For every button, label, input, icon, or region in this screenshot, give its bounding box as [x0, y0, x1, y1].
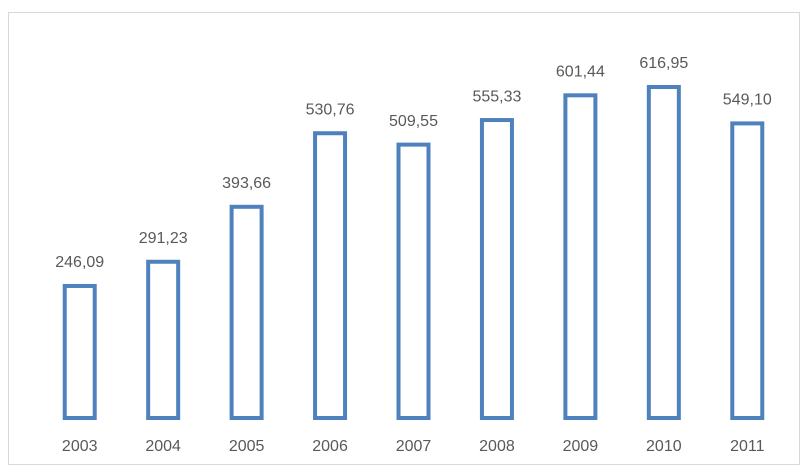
- x-tick-label: 2009: [563, 438, 599, 455]
- value-label: 530,76: [306, 101, 355, 118]
- x-tick-label: 2008: [479, 438, 515, 455]
- bar: [146, 259, 181, 420]
- value-label: 246,09: [55, 254, 104, 271]
- bar: [563, 93, 598, 420]
- x-tick-label: 2005: [229, 438, 265, 455]
- x-tick-label: 2007: [396, 438, 432, 455]
- bar: [396, 142, 431, 420]
- value-label: 555,33: [472, 88, 521, 105]
- value-label: 393,66: [222, 175, 271, 192]
- x-tick-label: 2006: [312, 438, 348, 455]
- x-tick-label: 2004: [145, 438, 181, 455]
- value-label: 291,23: [139, 230, 188, 247]
- bar: [646, 85, 681, 420]
- bar: [479, 118, 514, 421]
- value-label: 616,95: [639, 55, 688, 72]
- bar: [730, 121, 765, 420]
- value-label: 549,10: [723, 92, 772, 109]
- bar: [62, 283, 97, 420]
- x-tick-label: 2010: [646, 438, 682, 455]
- bar: [229, 204, 264, 420]
- value-label: 601,44: [556, 64, 605, 81]
- bar: [313, 131, 348, 420]
- x-tick-label: 2011: [730, 438, 765, 455]
- value-label: 509,55: [389, 113, 438, 130]
- x-tick-label: 2003: [62, 438, 98, 455]
